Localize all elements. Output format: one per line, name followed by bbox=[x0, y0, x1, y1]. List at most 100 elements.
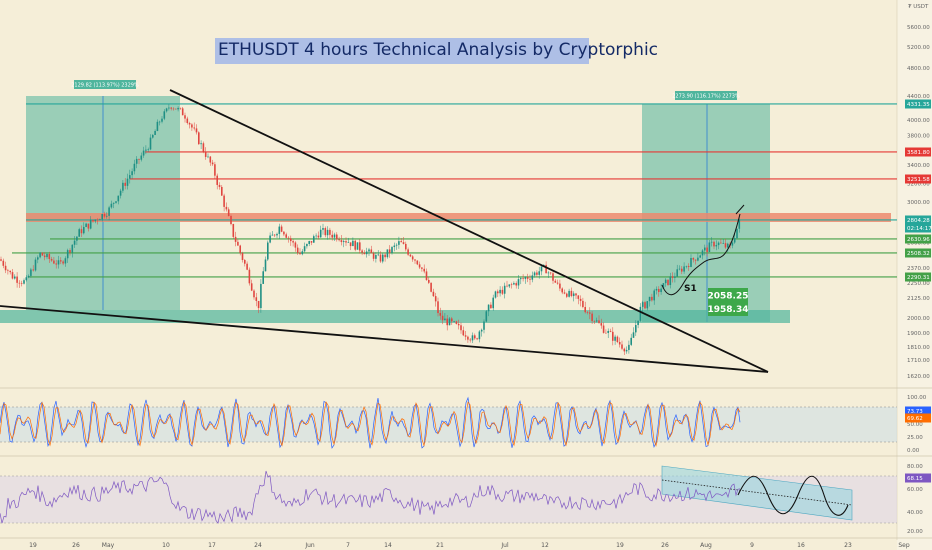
candle-body-232 bbox=[533, 272, 536, 276]
candle-body-244 bbox=[561, 288, 563, 293]
candle-body-159 bbox=[365, 251, 368, 255]
candle-body-235 bbox=[540, 266, 543, 272]
candle-body-208 bbox=[478, 331, 481, 340]
time-tick-13: 26 bbox=[661, 542, 669, 549]
candle-body-211 bbox=[485, 311, 488, 322]
candle-body-68 bbox=[156, 121, 159, 131]
candle-body-250 bbox=[575, 293, 577, 296]
candle-body-126 bbox=[290, 238, 292, 242]
candle-body-91 bbox=[209, 156, 212, 163]
candle-body-78 bbox=[179, 107, 182, 109]
candle-body-100 bbox=[230, 216, 232, 225]
candle-body-257 bbox=[591, 313, 593, 322]
candle-body-130 bbox=[299, 252, 301, 255]
candle-body-214 bbox=[492, 297, 494, 309]
candle-body-152 bbox=[349, 242, 352, 247]
stoch-tick-3: 25.00 bbox=[907, 435, 923, 441]
candle-body-141 bbox=[324, 228, 327, 236]
time-tick-0: 19 bbox=[29, 542, 37, 549]
candle-body-27 bbox=[62, 261, 64, 264]
candle-body-295 bbox=[678, 268, 681, 270]
candle-body-293 bbox=[674, 276, 676, 278]
time-axis[interactable]: 19 26 May 10 17 24 Jun 7 14 21 Jul 12 19 26 Aug 9 16 23 Se… bbox=[29, 542, 910, 549]
candle-body-254 bbox=[584, 306, 586, 313]
target-box bbox=[708, 288, 748, 316]
candle-body-7 bbox=[16, 276, 18, 283]
candle-body-49 bbox=[112, 202, 115, 204]
candle-body-281 bbox=[646, 301, 649, 309]
candle-body-67 bbox=[154, 130, 156, 135]
rsi-tick-2: 40.00 bbox=[907, 510, 923, 516]
time-tick-15: 9 bbox=[750, 542, 754, 549]
time-tick-5: 24 bbox=[254, 542, 262, 549]
candle-body-37 bbox=[85, 223, 87, 227]
candle-body-60 bbox=[138, 158, 140, 160]
horizontal-levels bbox=[12, 103, 897, 278]
price-tag-bg-0 bbox=[905, 99, 931, 109]
candle-body-182 bbox=[418, 264, 421, 268]
candle-body-34 bbox=[78, 229, 80, 237]
candle-body-314 bbox=[722, 243, 724, 244]
candle-body-150 bbox=[345, 241, 347, 243]
candles bbox=[0, 104, 741, 356]
candle-body-98 bbox=[225, 206, 228, 210]
candle-body-84 bbox=[193, 127, 195, 129]
candle-body-90 bbox=[207, 156, 209, 158]
candle-body-156 bbox=[359, 242, 361, 251]
candle-body-277 bbox=[637, 320, 639, 326]
candle-body-55 bbox=[126, 178, 129, 186]
stoch-tag-1: 69.62 bbox=[907, 416, 923, 422]
candle-body-240 bbox=[552, 273, 554, 281]
candle-body-151 bbox=[347, 242, 350, 243]
chart-title: ETHUSDT 4 hours Technical Analysis by Cr… bbox=[218, 40, 659, 60]
candle-body-310 bbox=[713, 241, 715, 247]
candle-body-16 bbox=[37, 257, 39, 260]
candle-body-45 bbox=[103, 214, 106, 217]
target-lower-label: 1958.34 bbox=[708, 305, 749, 315]
candle-body-103 bbox=[237, 241, 239, 246]
candle-body-148 bbox=[340, 240, 343, 243]
candle-body-249 bbox=[572, 293, 575, 297]
candle-body-272 bbox=[625, 349, 628, 352]
price-tag-bg-2 bbox=[905, 174, 931, 184]
candle-body-288 bbox=[662, 283, 665, 289]
candle-body-51 bbox=[117, 195, 120, 202]
candle-body-107 bbox=[246, 263, 248, 270]
price-tick-4: 4000.00 bbox=[907, 118, 930, 124]
candle-body-309 bbox=[710, 241, 713, 243]
candle-body-39 bbox=[89, 220, 92, 229]
candle-body-193 bbox=[444, 318, 446, 321]
price-tags: 4331.35 3581.80 3251.58 2804.28 02:14:17 2630… bbox=[905, 99, 932, 282]
projection-arrow bbox=[735, 204, 745, 215]
candle-body-136 bbox=[313, 236, 315, 243]
candle-body-53 bbox=[122, 182, 124, 191]
candle-body-283 bbox=[651, 296, 653, 301]
candle-body-146 bbox=[336, 234, 338, 240]
measure-label-left: 2129.82 (113.97%) 2329% bbox=[71, 83, 139, 89]
price-tick-7: 3200.00 bbox=[907, 182, 930, 188]
candle-body-319 bbox=[733, 238, 736, 243]
candle-body-125 bbox=[287, 237, 290, 239]
stoch-tag-bg-1 bbox=[905, 413, 931, 423]
candle-body-99 bbox=[227, 209, 230, 217]
candle-body-227 bbox=[522, 278, 524, 279]
candle-body-300 bbox=[690, 257, 692, 267]
candle-body-196 bbox=[451, 318, 453, 322]
candle-body-284 bbox=[653, 290, 655, 301]
candle-body-80 bbox=[184, 115, 186, 119]
currency-label: ₮ USDT bbox=[908, 4, 929, 10]
candle-body-72 bbox=[165, 108, 168, 112]
candle-body-36 bbox=[83, 226, 85, 234]
candle-body-83 bbox=[191, 124, 193, 128]
candle-body-278 bbox=[639, 306, 642, 321]
candle-body-204 bbox=[469, 339, 471, 341]
measure-label-right: 2273.90 (116.17%) 2273% bbox=[672, 94, 740, 100]
candle-body-287 bbox=[660, 288, 662, 293]
candle-body-299 bbox=[687, 266, 690, 267]
candle-body-25 bbox=[57, 260, 60, 265]
candle-body-305 bbox=[701, 250, 704, 256]
price-tick-2: 4800.00 bbox=[907, 66, 930, 72]
price-tag-bg-4 bbox=[905, 223, 931, 233]
candle-body-123 bbox=[283, 231, 285, 235]
